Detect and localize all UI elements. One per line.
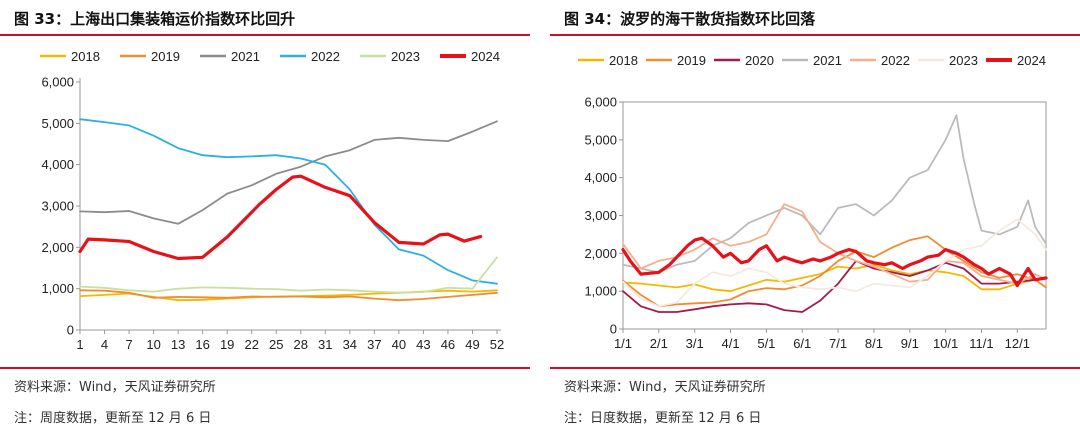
legend-item-2023: 2023 [918, 53, 978, 68]
x-tick-label: 10/1 [933, 336, 958, 351]
series-line-2019 [79, 289, 498, 302]
x-tick-label: 46 [441, 337, 455, 352]
series-line-2021 [622, 114, 1047, 274]
x-tick-label: 28 [294, 337, 308, 352]
x-tick-label: 1 [76, 337, 83, 352]
y-tick-label: 2,000 [41, 240, 74, 255]
legend-item-2021: 2021 [782, 53, 842, 68]
x-tick-label: 19 [220, 337, 234, 352]
left-chart: 2018 2019 2021 2022 2023 2024 0 1,000 2,000 3,000… [40, 49, 504, 352]
x-tick-label: 11/1 [969, 336, 993, 351]
legend-item-2019: 2019 [120, 49, 180, 64]
legend-item-2020: 2020 [714, 53, 774, 68]
x-tick-label: 3/1 [686, 336, 704, 351]
x-tick-label: 2/1 [650, 336, 668, 351]
x-tick-label: 8/1 [865, 336, 883, 351]
y-tick-label: 4,000 [584, 170, 617, 185]
series-line-2022 [79, 118, 498, 285]
legend-label: 2023 [391, 49, 420, 64]
plot-frame [622, 101, 1047, 330]
legend-label: 2021 [231, 49, 260, 64]
x-tick-label: 7/1 [829, 336, 847, 351]
x-tick-label: 9/1 [901, 336, 919, 351]
y-tick-label: 4,000 [41, 157, 74, 172]
legend-item-2022: 2022 [850, 53, 910, 68]
legend-item-2024: 2024 [440, 49, 500, 64]
right-chart-title: 图 34：波罗的海干散货指数环比回落 [564, 10, 816, 28]
x-tick-label: 7 [125, 337, 132, 352]
legend-item-2019: 2019 [646, 53, 706, 68]
y-tick-label: 6,000 [584, 95, 617, 110]
left-source: 资料来源：Wind，天风证券研究所 [14, 380, 216, 395]
right-note: 注：日度数据，更新至 12 月 6 日 [564, 411, 762, 426]
legend-label: 2022 [881, 53, 910, 68]
x-tick-label: 34 [343, 337, 357, 352]
legend-label: 2019 [677, 53, 706, 68]
legend-label: 2018 [71, 49, 100, 64]
x-tick-label: 4 [101, 337, 108, 352]
series-line-2024 [78, 174, 483, 261]
left-note: 注：周度数据，更新至 12 月 6 日 [14, 411, 212, 426]
x-tick-label: 43 [416, 337, 430, 352]
legend-label: 2018 [609, 53, 638, 68]
y-tick-label: 5,000 [584, 132, 617, 147]
left-bottom-rule [0, 367, 530, 369]
series-line-2023 [79, 256, 498, 294]
series-line-2020 [622, 259, 1047, 313]
right-bottom-rule [550, 367, 1080, 369]
x-tick-label: 52 [490, 337, 504, 352]
x-tick-label: 37 [367, 337, 381, 352]
series-line-2019 [622, 235, 1047, 308]
x-tick-label: 13 [171, 337, 185, 352]
x-tick-label: 5/1 [757, 336, 775, 351]
y-tick-label: 0 [67, 323, 74, 338]
left-panel: 图 33：上海出口集装箱运价指数环比回升 2018 2019 2021 2022 202… [0, 0, 530, 428]
legend-label: 2020 [745, 53, 774, 68]
left-top-rule [0, 34, 530, 36]
y-tick-label: 0 [610, 322, 617, 337]
legend-item-2018: 2018 [40, 49, 100, 64]
y-tick-label: 2,000 [584, 246, 617, 261]
y-tick-label: 3,000 [41, 199, 74, 214]
legend-item-2024: 2024 [986, 53, 1046, 68]
y-tick-label: 3,000 [584, 208, 617, 223]
x-tick-label: 16 [195, 337, 209, 352]
right-top-rule [550, 34, 1080, 36]
x-tick-label: 4/1 [722, 336, 740, 351]
legend-label: 2022 [311, 49, 340, 64]
series-line-2024 [621, 236, 1048, 288]
y-tick-label: 1,000 [584, 284, 617, 299]
legend-item-2018: 2018 [578, 53, 638, 68]
right-source: 资料来源：Wind，天风证券研究所 [564, 380, 766, 395]
legend-label: 2021 [813, 53, 842, 68]
legend-item-2021: 2021 [200, 49, 260, 64]
x-tick-label: 10 [146, 337, 160, 352]
x-tick-label: 12/1 [1005, 336, 1030, 351]
y-tick-label: 6,000 [41, 75, 74, 90]
x-tick-label: 49 [465, 337, 479, 352]
y-tick-label: 5,000 [41, 116, 74, 131]
legend-item-2022: 2022 [280, 49, 340, 64]
x-tick-label: 1/1 [614, 336, 632, 351]
left-chart-title: 图 33：上海出口集装箱运价指数环比回升 [14, 10, 296, 28]
legend-label: 2024 [1017, 53, 1046, 68]
series-line-2023 [622, 218, 1047, 308]
legend-label: 2024 [471, 49, 500, 64]
right-chart: 2018 2019 2020 2021 2022 2023 2024 0 1,000 2,000 3… [578, 53, 1048, 351]
right-panel: 图 34：波罗的海干散货指数环比回落 2018 2019 2020 2021 2022 2… [550, 0, 1080, 428]
legend-item-2023: 2023 [360, 49, 420, 64]
x-tick-label: 6/1 [793, 336, 811, 351]
legend-label: 2019 [151, 49, 180, 64]
x-tick-label: 22 [244, 337, 258, 352]
x-tick-label: 40 [392, 337, 406, 352]
x-tick-label: 31 [318, 337, 332, 352]
y-tick-label: 1,000 [41, 281, 74, 296]
legend-label: 2023 [949, 53, 978, 68]
x-tick-label: 25 [269, 337, 283, 352]
series-line-2021 [79, 120, 498, 225]
